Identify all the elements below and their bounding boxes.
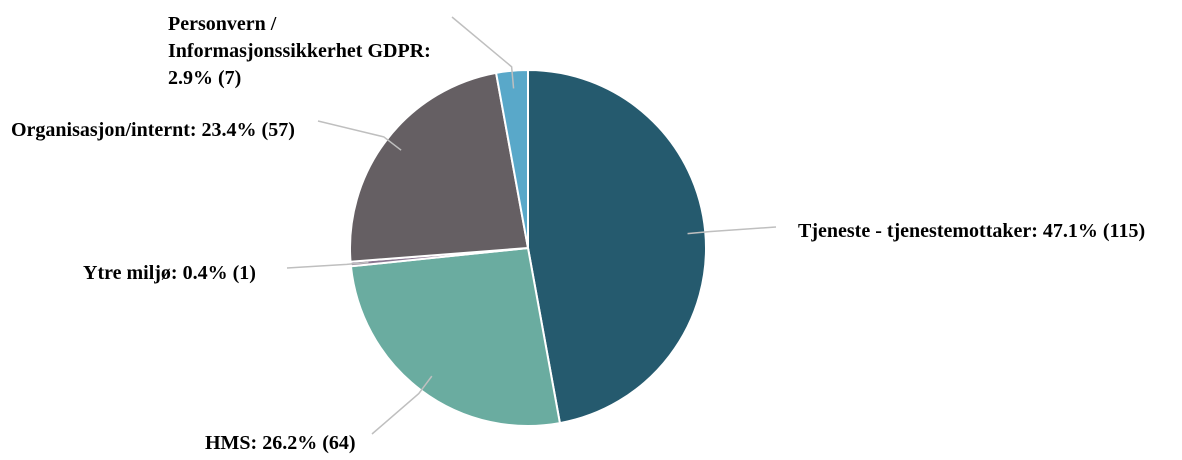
data-label-line: HMS: 26.2% (64) [205,432,356,454]
pie-slice-hms [349,247,561,427]
leader-line [371,375,433,435]
data-label-line: Personvern / [168,13,277,35]
leader-line [286,261,369,269]
data-label: HMS: 26.2% (64) [205,432,356,454]
pie-slice-tjeneste-tjenestemottaker [527,69,707,425]
data-label: Personvern / Informasjonssikkerhet GDPR: 2… [168,13,431,89]
data-label-line: Ytre miljø: 0.4% (1) [83,262,256,284]
leader-line [451,16,515,89]
leader-line [317,120,402,151]
data-label-line: Tjeneste - tjenestemottaker: 47.1% (115) [798,220,1145,242]
data-label-line: Informasjonssikkerhet GDPR: [168,40,431,62]
leader-line [687,226,777,235]
data-label: Ytre miljø: 0.4% (1) [83,262,256,284]
data-label: Organisasjon/internt: 23.4% (57) [11,119,295,141]
data-label-line: 2.9% (7) [168,67,241,89]
data-label: Tjeneste - tjenestemottaker: 47.1% (115) [798,220,1145,242]
data-label-line: Organisasjon/internt: 23.4% (57) [11,119,295,141]
